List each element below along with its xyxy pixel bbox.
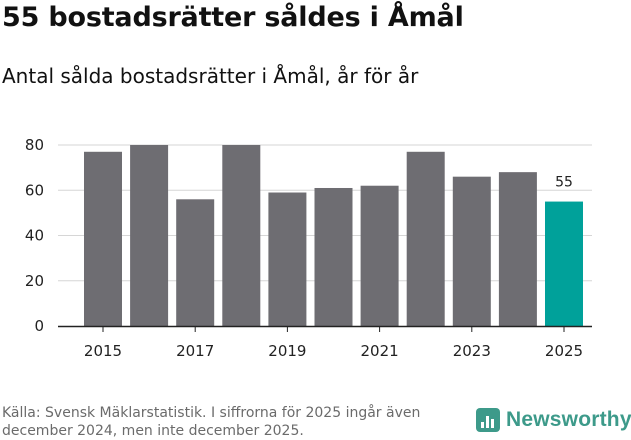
bar-2024 bbox=[498, 172, 537, 326]
bar-2019 bbox=[268, 192, 307, 326]
bar-2021 bbox=[360, 185, 399, 326]
y-tick-label: 20 bbox=[25, 272, 44, 290]
chart-subtitle: Antal sålda bostadsrätter i Åmål, år för… bbox=[2, 64, 419, 88]
x-tick-label: 2015 bbox=[84, 342, 122, 360]
bar-2020 bbox=[314, 187, 353, 326]
brand-name: Newsworthy bbox=[506, 408, 631, 431]
chart-bars-icon bbox=[476, 408, 500, 432]
chart-title: 55 bostadsrätter såldes i Åmål bbox=[2, 2, 464, 33]
bar-2022 bbox=[406, 151, 445, 326]
data-label: 55 bbox=[555, 175, 573, 191]
y-tick-label: 60 bbox=[25, 181, 44, 199]
bar-chart: 0 20 40 60 80 2015 2017 2019 2021 2023 2025 55 bbox=[25, 136, 592, 360]
bar-2015 bbox=[84, 151, 122, 326]
y-tick-label: 80 bbox=[25, 136, 44, 154]
x-tick-label: 2017 bbox=[176, 342, 214, 360]
bar-2017 bbox=[176, 199, 215, 326]
bar-2025 bbox=[545, 201, 583, 326]
x-tick-label: 2023 bbox=[453, 342, 491, 360]
brand-logo: Newsworthy bbox=[476, 408, 631, 432]
x-tick-label: 2021 bbox=[361, 342, 399, 360]
y-tick-label: 40 bbox=[25, 227, 44, 245]
bar-2018 bbox=[222, 145, 261, 326]
bar-2023 bbox=[452, 176, 491, 326]
source-note: Källa: Svensk Mäklarstatistik. I siffror… bbox=[2, 405, 421, 439]
x-tick-label: 2025 bbox=[545, 342, 583, 360]
bar-2016 bbox=[130, 145, 169, 326]
x-tick-label: 2019 bbox=[268, 342, 306, 360]
y-tick-label: 0 bbox=[34, 317, 44, 335]
